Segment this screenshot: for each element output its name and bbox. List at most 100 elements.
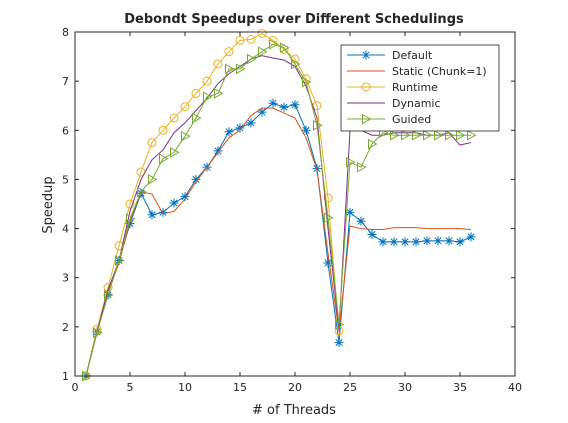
data-point: [268, 98, 278, 108]
data-point: [93, 327, 103, 339]
data-point: [181, 130, 191, 142]
data-point: [345, 207, 355, 217]
data-point: [235, 123, 245, 133]
data-point: [290, 100, 300, 110]
legend-item: Static (Chunk=1): [347, 65, 487, 78]
y-tick-label: 4: [62, 223, 69, 236]
legend-marker: [361, 50, 371, 60]
y-tick-label: 8: [62, 26, 69, 39]
data-point: [323, 258, 333, 268]
data-point: [191, 88, 201, 98]
data-point: [389, 237, 399, 247]
data-point: [258, 46, 268, 58]
data-point: [203, 91, 213, 103]
data-point: [137, 186, 147, 198]
data-point: [192, 112, 202, 124]
data-point: [324, 212, 334, 224]
legend-item: Guided: [347, 113, 431, 126]
data-point: [225, 63, 235, 75]
data-point: [235, 35, 245, 45]
y-tick-label: 6: [62, 124, 69, 137]
data-point: [246, 34, 256, 44]
data-point: [269, 38, 279, 50]
data-point: [159, 153, 169, 165]
x-tick-label: 0: [72, 381, 79, 394]
data-point: [147, 210, 157, 220]
data-point: [214, 88, 224, 99]
data-point: [367, 229, 377, 239]
x-axis-label: # of Threads: [252, 403, 336, 418]
data-point: [279, 102, 289, 112]
data-point: [236, 63, 246, 75]
data-point: [104, 289, 114, 301]
data-point: [400, 237, 410, 247]
data-point: [444, 236, 454, 246]
series-1: [85, 107, 472, 377]
x-tick-label: 30: [398, 381, 412, 394]
series-layer: [81, 28, 477, 382]
series-line: [85, 55, 472, 377]
data-point: [301, 125, 311, 135]
data-point: [170, 147, 180, 158]
y-tick-label: 5: [62, 173, 69, 186]
x-tick-label: 35: [453, 381, 467, 394]
data-point: [378, 237, 388, 247]
data-point: [169, 113, 179, 123]
series-3: [85, 55, 472, 377]
y-tick-label: 2: [62, 321, 69, 334]
data-point: [357, 161, 367, 173]
data-point: [213, 146, 223, 156]
data-point: [125, 219, 135, 229]
legend-marker: [361, 82, 371, 92]
data-point: [180, 102, 190, 112]
data-point: [158, 207, 168, 217]
legend-label: Dynamic: [392, 97, 441, 110]
y-tick-label: 3: [62, 272, 69, 285]
data-point: [180, 192, 190, 202]
data-point: [335, 319, 345, 330]
legend: Default Static (Chunk=1) Runtime Dynamic Gui…: [340, 44, 500, 132]
x-tick-label: 10: [178, 381, 192, 394]
data-point: [280, 42, 290, 54]
legend-label: Guided: [392, 113, 431, 126]
data-point: [434, 129, 444, 141]
data-point: [126, 213, 136, 225]
y-tick-label: 7: [62, 75, 69, 88]
data-point: [257, 28, 267, 38]
data-point: [115, 255, 125, 266]
series-line: [85, 43, 471, 377]
data-point: [401, 129, 411, 141]
data-point: [224, 47, 234, 57]
data-point: [356, 216, 366, 226]
data-point: [136, 188, 146, 198]
data-point: [302, 76, 312, 88]
legend-label: Default: [392, 49, 433, 62]
data-point: [467, 129, 477, 141]
x-tick-label: 20: [288, 381, 302, 394]
data-point: [147, 138, 157, 148]
x-tick-label: 15: [233, 381, 247, 394]
legend-item: Dynamic: [347, 97, 441, 110]
data-point: [191, 174, 201, 184]
data-point: [422, 236, 432, 246]
data-point: [346, 156, 356, 168]
y-axis-label: Speedup: [41, 176, 56, 233]
legend-marker: [362, 113, 372, 125]
legend-label: Runtime: [392, 81, 438, 94]
data-point: [125, 199, 135, 209]
data-point: [412, 129, 422, 141]
data-point: [323, 193, 333, 203]
data-point: [313, 120, 323, 131]
data-point: [445, 129, 455, 141]
axis-ticks: 0 5 10 15 20 25 30 35 40 1 2 3 4 5 6 7 8: [62, 26, 522, 394]
data-point: [246, 118, 256, 128]
data-point: [423, 129, 433, 141]
data-point: [247, 53, 257, 65]
y-tick-label: 1: [62, 370, 69, 383]
data-point: [148, 174, 158, 185]
series-line: [85, 107, 472, 377]
data-point: [433, 236, 443, 246]
data-point: [202, 76, 212, 86]
x-tick-label: 40: [508, 381, 522, 394]
